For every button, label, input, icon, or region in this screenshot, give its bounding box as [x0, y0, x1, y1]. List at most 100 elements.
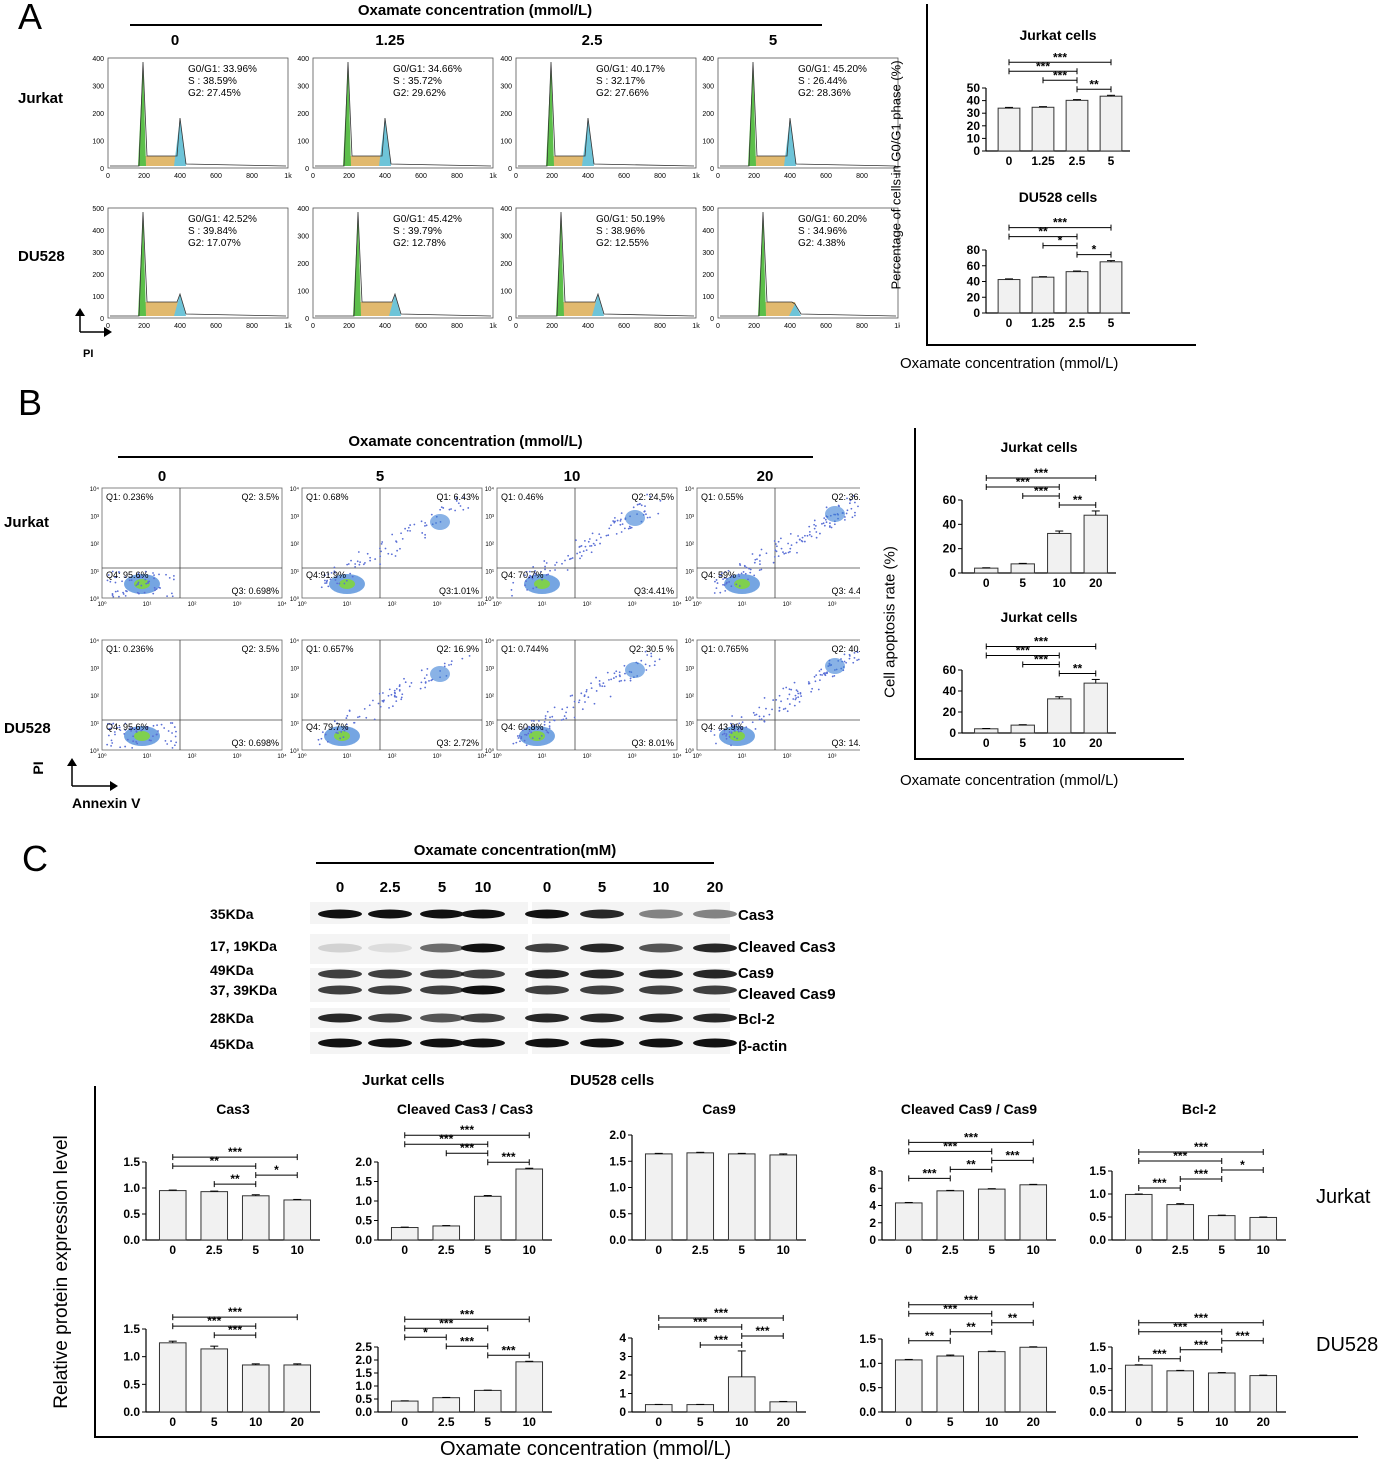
dot: [351, 575, 354, 578]
dot: [722, 578, 724, 581]
dot: [346, 563, 349, 566]
dot: [125, 590, 127, 592]
dot: [324, 574, 326, 577]
dot: [856, 659, 859, 661]
dot: [543, 720, 546, 723]
dot: [124, 729, 127, 731]
dot-plot-x-tick: 10⁰: [692, 601, 702, 608]
dot: [326, 740, 329, 743]
sig-label: ***: [1053, 216, 1067, 230]
dot: [153, 574, 155, 577]
dot: [760, 568, 763, 571]
histogram: 400 300 200 100 00 200 400 600 800 1k G0/G1: 45.20…: [702, 56, 900, 180]
y-tick-label: 0.0: [859, 1405, 876, 1419]
dot: [380, 550, 382, 553]
histogram-frame: [312, 57, 494, 169]
dot: [775, 545, 778, 548]
dot: [593, 702, 596, 705]
dot: [525, 580, 527, 582]
dot: [795, 541, 798, 544]
histogram-curve: [720, 61, 897, 167]
bar: [1083, 682, 1108, 734]
chart-title: Bcl-2: [1182, 1101, 1216, 1117]
dot: [788, 693, 791, 696]
bar: [283, 1364, 312, 1413]
histogram-curve: [315, 61, 492, 167]
dot: [725, 734, 728, 737]
bar: [1047, 698, 1072, 734]
dot: [793, 704, 796, 707]
x-tick-label: 5: [738, 1243, 745, 1257]
dot-plot-x-tick: 10⁰: [297, 601, 307, 608]
dot: [118, 595, 120, 598]
dot: [585, 549, 588, 551]
sig-label: ***: [1034, 484, 1048, 498]
dot: [590, 687, 593, 690]
dot: [725, 737, 728, 740]
dot: [393, 689, 396, 692]
dot-plot-x-tick: 10³: [433, 602, 442, 608]
dot: [825, 506, 828, 509]
dot: [817, 688, 820, 691]
dot: [582, 550, 585, 553]
blot-band: [318, 943, 362, 953]
dot: [106, 579, 109, 582]
dot: [740, 716, 743, 718]
dot: [140, 584, 143, 587]
histogram-frame: [717, 207, 899, 319]
dot: [777, 555, 780, 558]
dot: [800, 695, 803, 698]
panel-b-conc-3: 20: [756, 468, 774, 485]
dot: [797, 692, 800, 695]
dot-plot-x-tick: 10³: [433, 754, 442, 760]
dot: [170, 592, 173, 595]
histogram-y-tick: 400: [297, 206, 309, 213]
bar: [1249, 1375, 1278, 1413]
dot: [789, 550, 791, 553]
quadrant-q4-label: Q4: 70.7%: [501, 570, 544, 580]
y-tick-label: 0.5: [859, 1381, 876, 1395]
dot: [852, 495, 855, 497]
blot-strip-jurkat: [310, 1032, 528, 1054]
dot: [749, 568, 752, 571]
y-tick-label: 40: [967, 275, 981, 289]
dot-plot-y-tick: 10²: [290, 694, 299, 700]
histogram-x-tick: 0: [311, 323, 315, 328]
dot: [171, 595, 174, 598]
blot-protein-label: Cas9: [738, 965, 774, 982]
dot: [566, 569, 569, 571]
sig-label: *: [423, 1325, 428, 1339]
chart-cleaved-cas9-du528: 0.00.51.01.50 5 10 20************: [859, 1293, 1056, 1429]
x-tick-label: 0: [905, 1243, 912, 1257]
histogram-x-tick: 0: [106, 323, 110, 328]
blot-band: [318, 1013, 362, 1023]
y-tick-label: 0.5: [609, 1207, 626, 1221]
y-tick-label: 1.0: [1089, 1187, 1106, 1201]
dot: [409, 529, 411, 532]
dot: [443, 662, 446, 665]
dot: [545, 574, 548, 576]
dot: [334, 571, 336, 574]
panel-c-xlabel: Oxamate concentration (mmol/L): [440, 1438, 732, 1460]
histogram-stat: S : 39.84%: [188, 226, 237, 237]
sig-label: ***: [1235, 1329, 1249, 1343]
dot: [549, 569, 551, 572]
histogram-stat: G0/G1: 45.42%: [393, 214, 462, 225]
dot: [782, 551, 784, 554]
panel-a-label: A: [18, 0, 43, 37]
sig-label: ***: [501, 1150, 515, 1164]
dot: [547, 731, 550, 734]
dot: [111, 570, 114, 573]
dot-plot-x-tick: 10²: [188, 602, 197, 608]
sig-label: ***: [501, 1343, 515, 1357]
dot: [554, 569, 556, 571]
histogram-y-tick: 100: [500, 289, 512, 296]
dot-plot-x-tick: 10⁰: [97, 753, 107, 760]
y-tick-label: 0.0: [355, 1405, 372, 1419]
dot: [780, 547, 783, 550]
blot-strip-du528: [532, 1032, 730, 1054]
dot: [616, 519, 619, 522]
dot: [118, 726, 121, 729]
dot: [124, 576, 127, 579]
blot-band: [420, 969, 464, 979]
